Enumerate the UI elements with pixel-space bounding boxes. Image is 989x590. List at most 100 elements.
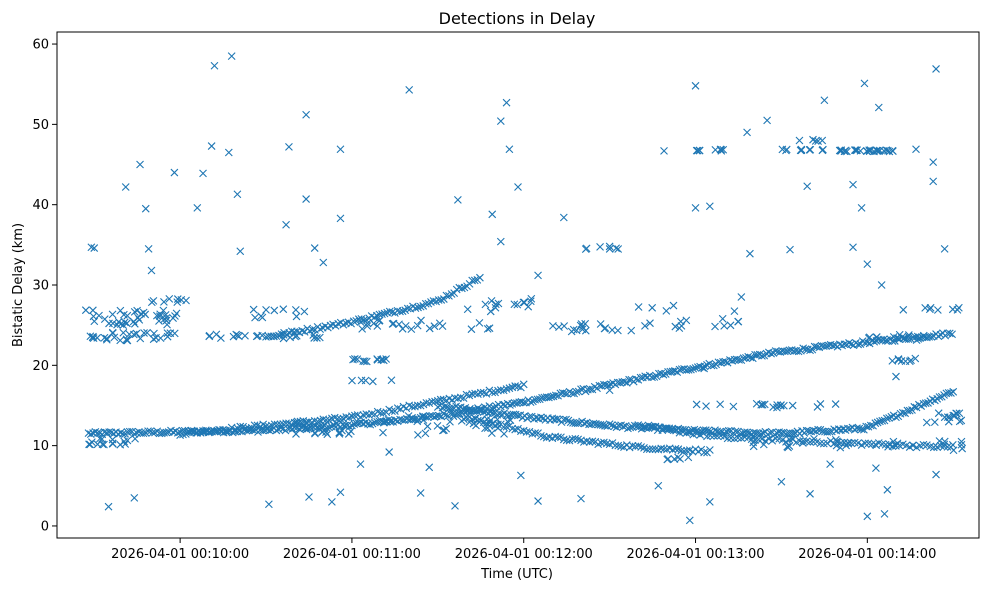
detection-marker <box>588 437 597 446</box>
detection-marker <box>598 421 607 430</box>
detection-marker <box>177 295 186 304</box>
detection-marker <box>822 342 830 350</box>
detection-marker <box>831 341 840 350</box>
detection-marker <box>366 420 375 429</box>
detection-marker <box>302 195 311 203</box>
detection-marker <box>311 428 319 437</box>
detection-marker <box>803 182 812 191</box>
detection-marker <box>551 391 560 400</box>
detection-marker <box>950 411 959 420</box>
detection-marker <box>857 425 866 434</box>
detection-marker <box>929 158 938 167</box>
detection-marker <box>193 204 202 212</box>
detection-marker <box>874 103 883 112</box>
detection-marker <box>494 386 502 395</box>
detection-marker <box>617 442 625 451</box>
detection-marker <box>87 438 96 447</box>
detection-marker <box>233 190 242 199</box>
detection-marker <box>910 402 919 411</box>
detection-marker <box>736 429 745 438</box>
detection-marker <box>509 410 518 419</box>
x-axis-label: Time (UTC) <box>480 567 553 582</box>
detection-marker <box>785 435 794 444</box>
detection-marker <box>911 354 920 363</box>
data-points <box>81 52 967 525</box>
detection-marker <box>932 65 940 73</box>
detection-marker <box>799 344 808 353</box>
detection-marker <box>816 425 825 434</box>
detection-marker <box>680 364 688 373</box>
detection-marker <box>302 425 311 434</box>
detection-marker <box>614 245 623 253</box>
detection-marker <box>453 195 462 204</box>
detection-marker <box>496 117 505 126</box>
detection-marker <box>100 333 109 342</box>
detection-marker <box>526 297 535 306</box>
detection-marker <box>279 305 288 314</box>
detection-marker <box>894 355 903 364</box>
detection-marker <box>379 428 387 437</box>
detection-marker <box>932 470 940 479</box>
detection-marker <box>625 375 633 384</box>
detection-marker <box>212 330 221 339</box>
detection-marker <box>878 416 887 425</box>
detection-marker <box>549 321 557 330</box>
detection-marker <box>373 355 382 364</box>
y-tick-label: 30 <box>32 279 49 294</box>
detection-marker <box>669 301 678 310</box>
detection-marker <box>705 497 714 506</box>
detection-marker <box>880 510 889 518</box>
detection-marker <box>89 332 97 341</box>
detection-marker <box>105 319 113 328</box>
detection-marker <box>443 403 451 412</box>
detection-marker <box>144 244 153 253</box>
detection-marker <box>729 402 738 411</box>
detection-marker <box>794 347 803 356</box>
detection-marker <box>597 382 606 390</box>
detection-marker <box>388 308 397 316</box>
detection-marker <box>363 322 372 330</box>
detection-marker <box>689 364 698 373</box>
detection-marker <box>346 427 355 436</box>
detection-marker <box>755 350 764 359</box>
detection-marker <box>514 411 522 420</box>
detection-marker <box>641 321 649 330</box>
detection-marker <box>737 293 746 301</box>
detection-marker <box>451 501 459 510</box>
detection-marker <box>665 425 674 434</box>
detection-marker <box>162 316 171 325</box>
detection-marker <box>957 440 966 449</box>
detection-marker <box>479 408 488 416</box>
detection-marker <box>483 324 492 333</box>
detection-marker <box>677 446 686 455</box>
detection-marker <box>310 244 319 252</box>
detection-marker <box>459 405 467 413</box>
detection-marker <box>386 418 395 426</box>
detection-marker <box>912 145 920 154</box>
detection-marker <box>720 322 729 330</box>
detection-marker <box>702 402 710 411</box>
detection-marker <box>435 319 444 328</box>
detection-marker <box>648 422 656 431</box>
detection-marker <box>419 416 428 424</box>
detection-marker <box>899 305 908 314</box>
detection-marker <box>494 299 503 308</box>
detection-marker <box>86 430 95 439</box>
detection-marker <box>783 347 792 356</box>
y-tick-label: 50 <box>32 118 49 133</box>
detection-marker <box>318 422 327 431</box>
detection-marker <box>864 422 873 431</box>
detection-marker <box>555 323 563 331</box>
detection-marker <box>537 431 545 440</box>
detection-marker <box>780 347 789 356</box>
detection-marker <box>305 493 313 501</box>
detection-marker <box>291 332 300 341</box>
detection-marker <box>472 407 481 416</box>
detection-marker <box>81 306 90 315</box>
detection-marker <box>838 341 847 350</box>
detection-marker <box>730 307 739 315</box>
detection-marker <box>706 431 715 440</box>
detection-marker <box>425 463 434 472</box>
detection-marker <box>943 329 952 338</box>
detection-marker <box>141 310 150 319</box>
